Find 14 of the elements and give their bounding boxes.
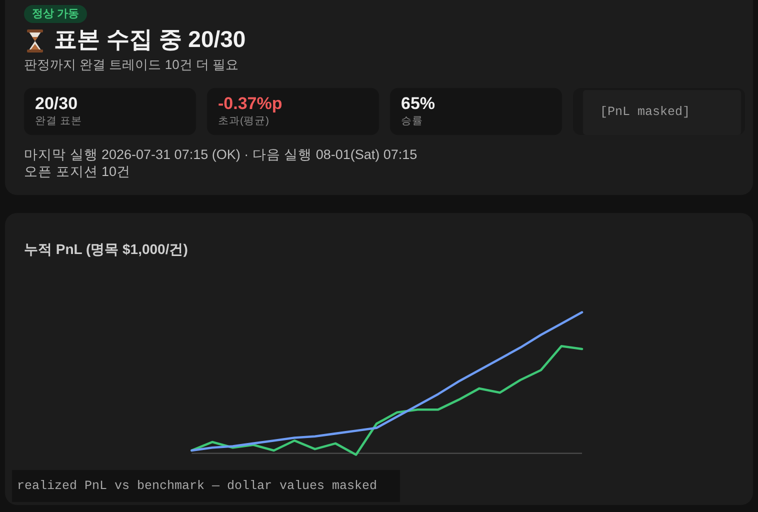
text: 오픈 포지션 10건 — [24, 164, 131, 180]
text: [PnL masked] — [600, 105, 690, 120]
text: 정상 가동 — [24, 5, 88, 23]
text: 65% — [401, 94, 436, 114]
text: 초과(평균) — [218, 115, 269, 128]
text: 마지막 실행 2026-07-31 07:15 (OK) · 다음 실행 08-01(Sat) 07:15 — [24, 147, 418, 163]
text: 표본 수집 중 20/30 — [54, 25, 246, 53]
text: -0.37%p — [218, 94, 282, 114]
text: realized PnL vs benchmark — dollar values masked — [17, 478, 378, 494]
text: 승률 — [401, 115, 423, 128]
text: 완결 표본 — [35, 115, 82, 128]
text: 판정까지 완결 트레이드 10건 더 필요 — [24, 57, 239, 73]
chart-title: 누적 PnL (명목 $1,000/건) — [24, 241, 188, 258]
text: 20/30 — [35, 94, 78, 114]
